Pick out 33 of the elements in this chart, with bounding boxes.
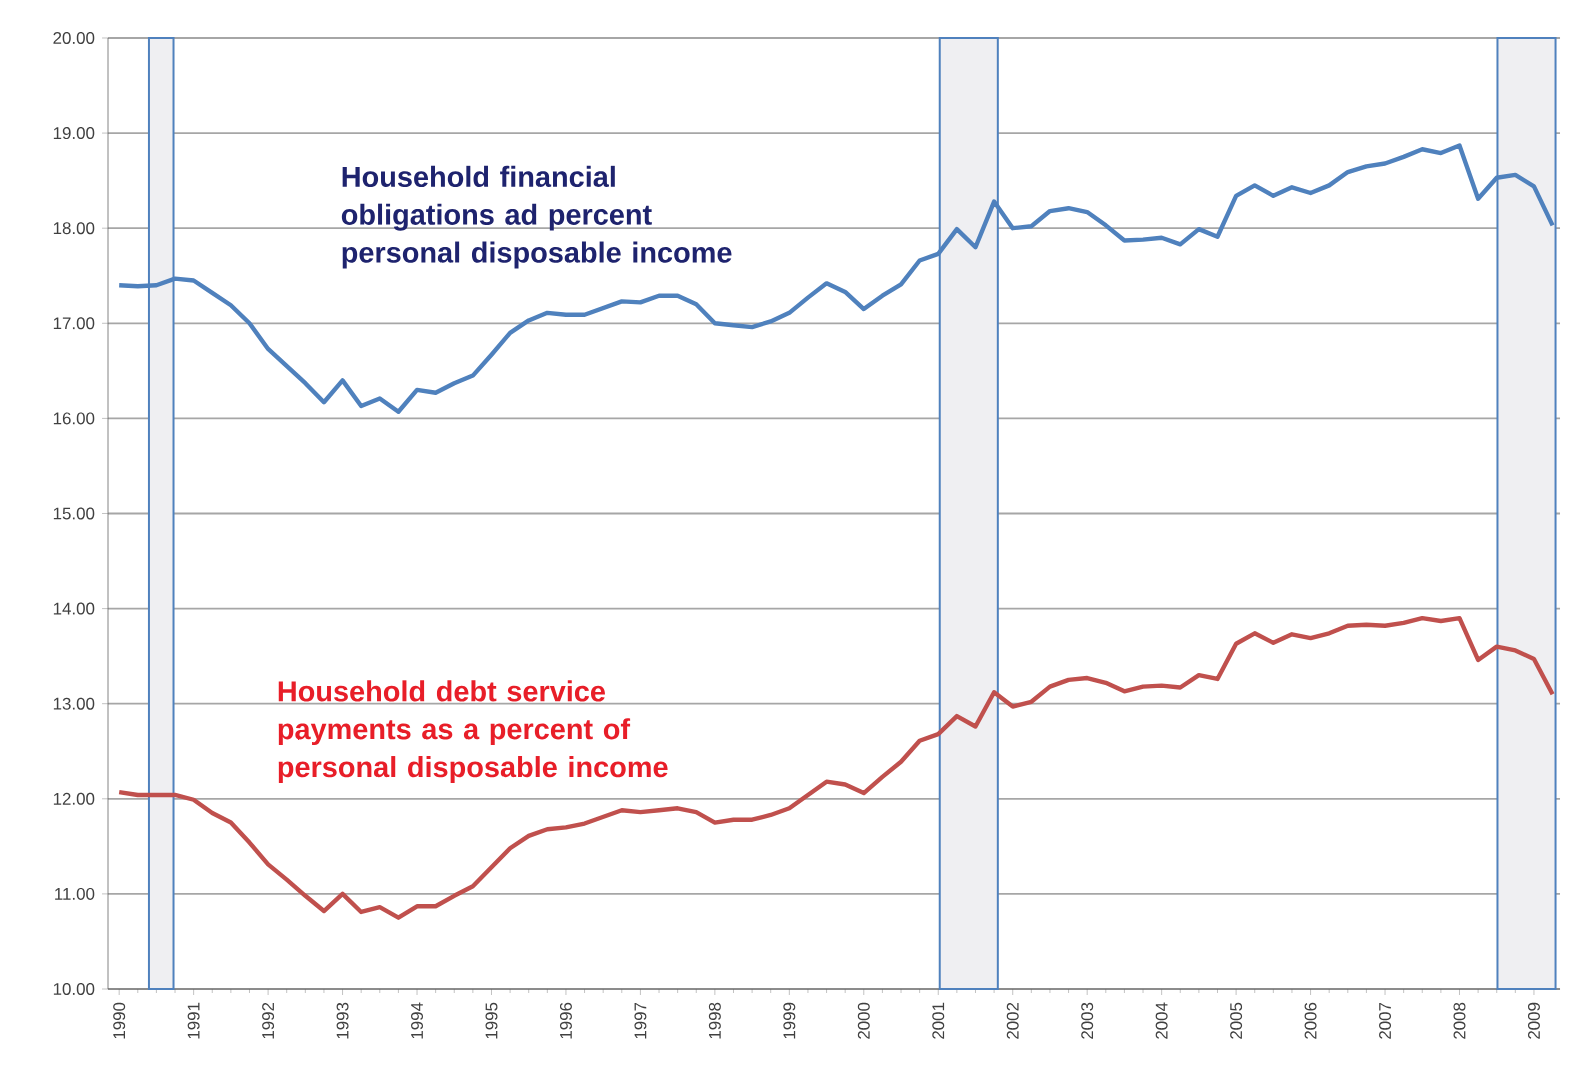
y-tick-label: 13.00	[53, 697, 95, 710]
x-tick-label: 2003	[1081, 1002, 1094, 1039]
x-tick-label: 1998	[708, 1002, 721, 1039]
x-tick-label: 2008	[1453, 1002, 1466, 1039]
x-tick-label: 1991	[187, 1002, 200, 1039]
x-tick-label: 1999	[783, 1002, 796, 1039]
x-tick-label: 1997	[634, 1002, 647, 1039]
x-tick-label: 1995	[485, 1002, 498, 1039]
y-tick-label: 14.00	[53, 602, 95, 615]
x-tick-label: 2009	[1527, 1002, 1540, 1039]
x-tick-label: 2005	[1230, 1002, 1243, 1039]
x-tick-label: 1993	[336, 1002, 349, 1039]
x-tick-label: 2007	[1379, 1002, 1392, 1039]
y-tick-label: 16.00	[53, 412, 95, 425]
y-tick-label: 12.00	[53, 792, 95, 805]
y-tick-label: 11.00	[55, 887, 95, 900]
x-tick-label: 1996	[559, 1002, 572, 1039]
y-tick-label: 20.00	[53, 32, 95, 44]
y-tick-label: 15.00	[53, 507, 95, 520]
x-tick-label: 2000	[857, 1002, 870, 1039]
y-tick-label: 18.00	[53, 222, 95, 235]
x-tick-label: 2002	[1006, 1002, 1019, 1039]
x-tick-label: 1992	[262, 1002, 275, 1039]
series-label: Household debt service payments as a percent of personal disposable income	[278, 680, 668, 783]
x-tick-label: 1994	[411, 1002, 423, 1039]
y-tick-label: 10.00	[53, 983, 95, 995]
x-tick-label: 1990	[113, 1002, 126, 1039]
y-tick-label: 17.00	[53, 317, 95, 330]
x-tick-label: 2006	[1304, 1002, 1317, 1039]
x-tick-label: 2001	[932, 1002, 945, 1039]
x-tick-label: 2004	[1155, 1002, 1168, 1039]
y-tick-label: 19.00	[53, 127, 95, 140]
series-label: Household financial obligations ad percent personal disposable income	[341, 165, 732, 269]
